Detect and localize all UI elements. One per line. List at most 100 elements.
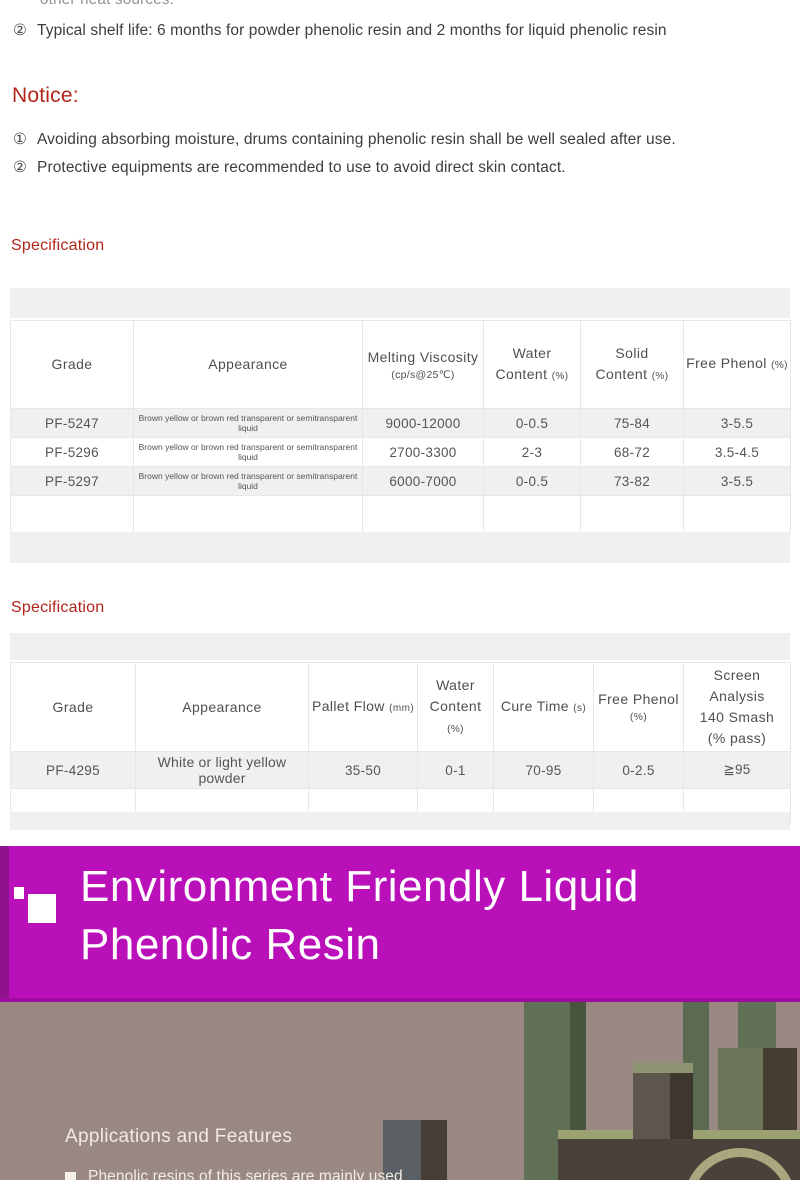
column-header-free-phenol: Free Phenol (%) (683, 320, 791, 409)
solid-content-cell: 75-84 (580, 408, 684, 438)
free-phenol-cell: 0-2.5 (593, 751, 684, 789)
column-header-label: Screen Analysis (709, 667, 765, 704)
column-header-appearance: Appearance (133, 320, 363, 409)
column-header-label: Content (495, 365, 548, 382)
sculpture-block-top (633, 1063, 693, 1073)
column-header-melting-viscosity: Melting Viscosity (cp/s@25℃) (362, 320, 484, 409)
notice-item-text: Avoiding absorbing moisture, drums conta… (37, 131, 676, 148)
circled-number-1: ① (13, 131, 27, 148)
bullet-square-icon (65, 1172, 76, 1180)
column-header-unit: (s) (573, 702, 587, 714)
melting-viscosity-cell: 2700-3300 (362, 437, 484, 467)
notice-item: ② Protective equipments are recommended t… (13, 158, 566, 177)
spec1-bottom-strip (10, 532, 790, 563)
applications-bullet-text: Phenolic resins of this series are mainl… (88, 1168, 403, 1180)
spec1-header-row: Grade Appearance Melting Viscosity (cp/s… (10, 320, 791, 409)
sculpture-block-shade (421, 1120, 447, 1180)
column-header-label: Appearance (208, 356, 288, 372)
solid-content-cell: 68-72 (580, 437, 684, 467)
column-header-unit: (%) (551, 370, 569, 382)
applications-heading: Applications and Features (65, 1126, 293, 1147)
column-header-unit: (mm) (389, 702, 415, 714)
column-header-unit: (%) (629, 711, 648, 723)
column-header-unit: (cp/s@25℃) (391, 368, 455, 381)
spec2-bottom-strip (10, 812, 790, 830)
table-row: PF-4295 White or light yellow powder 35-… (10, 751, 791, 789)
sculpture-block-shade (670, 1073, 693, 1139)
water-content-cell: 0-0.5 (483, 466, 581, 496)
spec2-table: Grade Appearance Pallet Flow (mm) Water … (10, 662, 791, 823)
column-header-label: Content (595, 365, 648, 382)
column-header-label: Grade (51, 356, 93, 372)
empty-cell (10, 495, 134, 533)
spec2-title: Specification (11, 599, 105, 616)
column-header-label: Free Phenol (686, 355, 767, 371)
spec2-header-row: Grade Appearance Pallet Flow (mm) Water … (10, 662, 791, 752)
column-header-label: Grade (52, 698, 94, 715)
solid-content-cell: 73-82 (580, 466, 684, 496)
free-phenol-cell: 3-5.5 (683, 466, 791, 496)
column-header-unit: (%) (651, 370, 669, 382)
column-header-grade: Grade (10, 662, 136, 752)
column-header-appearance: Appearance (135, 662, 309, 752)
water-content-cell: 2-3 (483, 437, 581, 467)
circled-number-2: ② (13, 22, 27, 39)
notice-item: ① Avoiding absorbing moisture, drums cont… (13, 130, 676, 149)
spec1-table: Grade Appearance Melting Viscosity (cp/s… (10, 320, 791, 533)
column-header-label: Pallet Flow (311, 697, 385, 714)
pallet-flow-cell: 35-50 (308, 751, 418, 789)
melting-viscosity-cell: 9000-12000 (362, 408, 484, 438)
column-header-water-content: Water Content (%) (483, 320, 581, 409)
table-row: PF-5297 Brown yellow or brown red transp… (10, 466, 791, 496)
cure-time-cell: 70-95 (493, 751, 594, 789)
sculpture-column (738, 1002, 776, 1054)
shelf-life-line: ② Typical shelf life: 6 months for powder… (13, 21, 667, 40)
spec1-top-strip (10, 288, 790, 318)
column-header-unit: (% pass) (707, 730, 767, 746)
grade-cell: PF-5296 (10, 437, 134, 467)
water-content-cell: 0-1 (417, 751, 494, 789)
column-header-label: 140 Smash (699, 709, 775, 725)
column-header-cure-time: Cure Time (s) (493, 662, 594, 752)
empty-cell (483, 495, 581, 533)
table-row: PF-5296 Brown yellow or brown red transp… (10, 437, 791, 467)
logo-square-small-icon (14, 887, 24, 899)
banner-title-line2: Phenolic Resin (80, 920, 381, 969)
column-header-screen-analysis: Screen Analysis 140 Smash (% pass) (683, 662, 791, 752)
clipped-top-line: other heat sources. (40, 0, 174, 8)
column-header-unit: (%) (771, 360, 788, 371)
column-header-unit: (%) (447, 723, 464, 735)
empty-cell (133, 495, 363, 533)
grade-cell: PF-5297 (10, 466, 134, 496)
banner-left-edge (0, 846, 9, 998)
spec2-top-strip (10, 633, 790, 660)
appearance-cell: Brown yellow or brown red transparent or… (133, 408, 363, 438)
column-header-label: Melting Viscosity (367, 348, 479, 365)
empty-cell (580, 495, 684, 533)
sculpture-column-shade (763, 1048, 797, 1134)
column-header-label: Content (429, 697, 482, 714)
sculpture-block (383, 1120, 421, 1180)
banner-title-line1: Environment Friendly Liquid (80, 862, 639, 911)
empty-cell (362, 495, 484, 533)
sculpture-column (718, 1048, 763, 1134)
column-header-label: Free Phenol (598, 691, 679, 707)
free-phenol-cell: 3.5-4.5 (683, 437, 791, 467)
appearance-cell: White or light yellow powder (135, 751, 309, 789)
melting-viscosity-cell: 6000-7000 (362, 466, 484, 496)
banner-title: Environment Friendly Liquid Phenolic Res… (80, 858, 639, 974)
product-banner: Environment Friendly Liquid Phenolic Res… (0, 846, 800, 1002)
column-header-label: Solid (615, 344, 649, 361)
column-header-free-phenol: Free Phenol (%) (593, 662, 684, 752)
notice-title: Notice: (12, 84, 79, 107)
appearance-cell: Brown yellow or brown red transparent or… (133, 437, 363, 467)
free-phenol-cell: 3-5.5 (683, 408, 791, 438)
sculpture-block (633, 1073, 670, 1139)
shelf-life-text: Typical shelf life: 6 months for powder … (37, 22, 667, 39)
column-header-label: Water (436, 676, 475, 693)
logo-square-large-icon (28, 894, 56, 923)
column-header-label: Water (512, 344, 552, 361)
column-header-grade: Grade (10, 320, 134, 409)
column-header-solid-content: Solid Content (%) (580, 320, 684, 409)
